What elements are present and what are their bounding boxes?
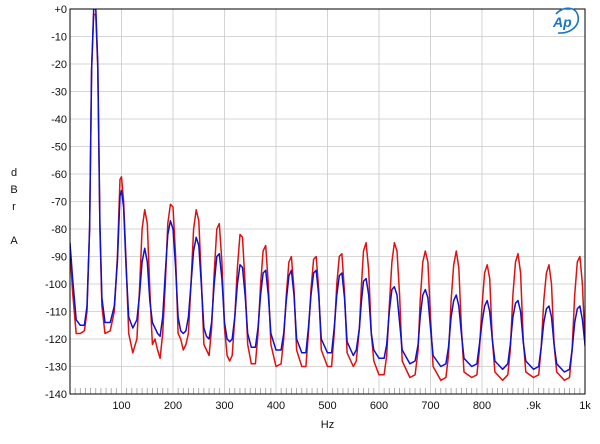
y-tick-label: -140 xyxy=(45,389,67,401)
y-tick-label: -40 xyxy=(51,114,67,126)
x-tick-label: 600 xyxy=(370,400,388,412)
y-axis-label-letter: d xyxy=(11,167,17,179)
x-tick-label: 200 xyxy=(164,400,182,412)
x-tick-label: 800 xyxy=(473,400,491,412)
x-tick-label: 1k xyxy=(579,400,591,412)
y-tick-label: -120 xyxy=(45,334,67,346)
y-tick-label: -70 xyxy=(51,197,67,209)
y-tick-label: -110 xyxy=(46,307,67,319)
y-tick-label: -100 xyxy=(45,279,67,291)
y-tick-label: -10 xyxy=(51,32,67,44)
logo-swoosh-icon xyxy=(555,7,580,34)
y-tick-labels: +0 -10 -20 -30 -40 -50 -60 -70 -80 -90 -100 -110 -12… xyxy=(45,4,67,401)
y-axis-label-letter: B xyxy=(10,184,17,196)
x-tick-label: 400 xyxy=(267,400,285,412)
y-tick-label: -50 xyxy=(51,142,67,154)
y-tick-label: -30 xyxy=(51,87,67,99)
y-tick-label: -60 xyxy=(51,169,67,181)
logo-text: Ap xyxy=(552,14,572,30)
y-tick-label: -20 xyxy=(51,59,67,71)
y-axis-label: dBr A xyxy=(10,167,18,247)
x-tick-label: 700 xyxy=(421,400,439,412)
y-tick-label: -90 xyxy=(51,252,67,264)
plot-frame xyxy=(69,8,586,395)
series-layer xyxy=(70,9,585,382)
ap-logo: Ap xyxy=(552,7,580,34)
y-axis-label-letter: r xyxy=(12,201,16,213)
x-tick-label: 500 xyxy=(318,400,336,412)
y-tick-label: -80 xyxy=(51,224,67,236)
x-tick-labels: 100 200 300 400 500 600 700 800 .9k 1k xyxy=(112,400,591,412)
x-axis-label: Hz xyxy=(321,419,334,431)
x-tick-label: .9k xyxy=(526,400,541,412)
x-tick-label: 300 xyxy=(215,400,233,412)
y-axis-label-letter: A xyxy=(10,235,18,247)
grid-lines xyxy=(70,8,586,395)
series-2-line xyxy=(70,9,585,373)
minor-ticks xyxy=(74,388,581,394)
series-1-line xyxy=(70,13,585,382)
y-tick-label: +0 xyxy=(54,4,67,16)
x-tick-label: 100 xyxy=(112,400,130,412)
y-tick-label: -130 xyxy=(45,362,67,374)
